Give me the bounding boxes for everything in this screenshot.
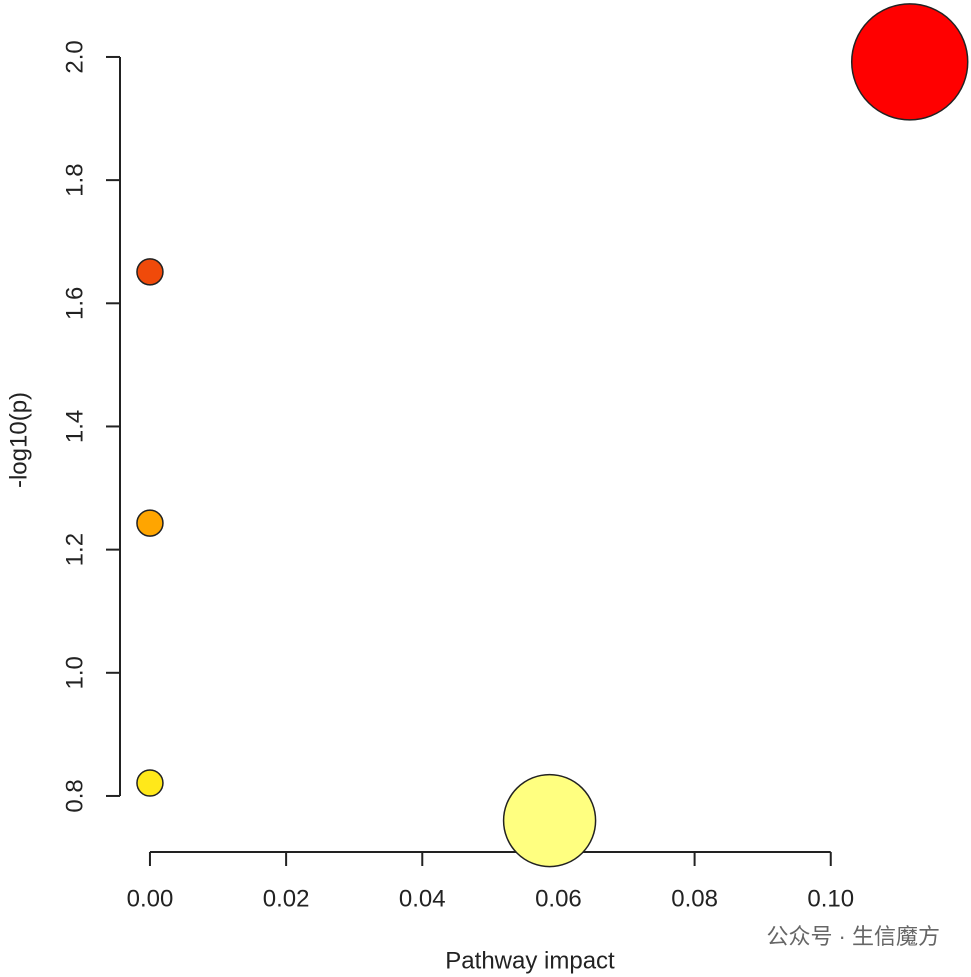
x-tick-label: 0.10 (807, 885, 854, 912)
y-tick-label: 0.8 (61, 779, 88, 812)
x-tick-label: 0.04 (399, 885, 446, 912)
y-axis-label: -log10(p) (5, 392, 32, 488)
x-tick-label: 0.08 (671, 885, 718, 912)
watermark: 公众号 · 生信魔方 (766, 924, 940, 949)
y-tick-label: 1.6 (61, 287, 88, 320)
bubble (850, 3, 969, 121)
x-tick-label: 0.02 (263, 885, 310, 912)
bubble (136, 769, 164, 797)
y-tick-label: 1.0 (61, 656, 88, 689)
y-tick-label: 1.2 (61, 533, 88, 566)
bubble (136, 509, 164, 537)
x-tick-label: 0.00 (127, 885, 174, 912)
x-tick-label: 0.06 (535, 885, 582, 912)
bubble (136, 258, 164, 286)
y-tick-label: 2.0 (61, 40, 88, 73)
bubble (502, 773, 597, 868)
x-axis-label: Pathway impact (445, 947, 615, 974)
y-tick-label: 1.8 (61, 163, 88, 196)
y-tick-label: 1.4 (61, 410, 88, 443)
